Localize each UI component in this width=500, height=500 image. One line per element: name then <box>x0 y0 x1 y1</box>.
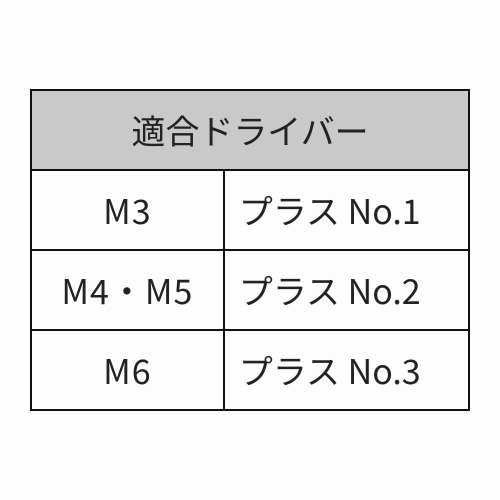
table-header-row: 適合ドライバー <box>31 90 469 170</box>
page-container: 適合ドライバー M3 プラス No.1 M4・M5 プラス No.2 M6 プラ… <box>0 0 500 500</box>
table-header: 適合ドライバー <box>31 90 469 170</box>
compatibility-table: 適合ドライバー M3 プラス No.1 M4・M5 プラス No.2 M6 プラ… <box>30 89 470 411</box>
table-row: M6 プラス No.3 <box>31 330 469 410</box>
table-row: M3 プラス No.1 <box>31 170 469 250</box>
cell-size: M6 <box>31 330 224 410</box>
cell-driver: プラス No.3 <box>224 330 469 410</box>
cell-driver: プラス No.2 <box>224 250 469 330</box>
cell-size: M4・M5 <box>31 250 224 330</box>
table-row: M4・M5 プラス No.2 <box>31 250 469 330</box>
cell-driver: プラス No.1 <box>224 170 469 250</box>
cell-size: M3 <box>31 170 224 250</box>
